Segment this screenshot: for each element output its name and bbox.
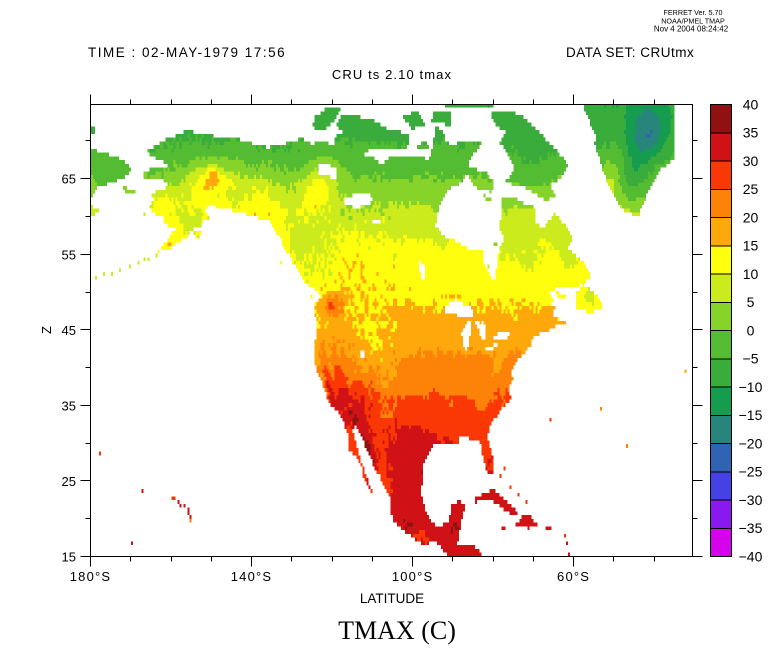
- svg-text:−40: −40: [739, 548, 763, 564]
- svg-text:20: 20: [743, 209, 759, 225]
- svg-text:40: 40: [743, 96, 759, 112]
- svg-text:140°S: 140°S: [231, 569, 273, 584]
- svg-text:FERRET Ver. 5.70: FERRET Ver. 5.70: [664, 8, 723, 17]
- svg-text:25: 25: [743, 181, 759, 197]
- svg-text:45: 45: [62, 323, 76, 338]
- svg-text:Nov 4 2004 08:24:42: Nov 4 2004 08:24:42: [654, 25, 729, 34]
- svg-text:−20: −20: [739, 435, 763, 451]
- svg-text:60°S: 60°S: [557, 569, 590, 584]
- svg-text:NOAA/PMEL TMAP: NOAA/PMEL TMAP: [661, 17, 725, 26]
- svg-text:30: 30: [743, 153, 759, 169]
- svg-text:−15: −15: [739, 407, 763, 423]
- svg-text:0: 0: [747, 322, 755, 338]
- svg-text:CRU ts 2.10 tmax: CRU ts 2.10 tmax: [332, 67, 452, 82]
- svg-text:−10: −10: [739, 379, 763, 395]
- svg-text:55: 55: [62, 247, 76, 262]
- svg-text:TIME : 02-MAY-1979 17:56: TIME : 02-MAY-1979 17:56: [88, 45, 286, 60]
- svg-text:15: 15: [743, 238, 759, 254]
- svg-text:−30: −30: [739, 492, 763, 508]
- svg-text:−25: −25: [739, 464, 763, 480]
- svg-text:−5: −5: [743, 351, 759, 367]
- svg-text:180°S: 180°S: [70, 569, 112, 584]
- svg-text:25: 25: [62, 474, 76, 489]
- svg-text:5: 5: [747, 294, 755, 310]
- svg-text:10: 10: [743, 266, 759, 282]
- svg-text:35: 35: [743, 125, 759, 141]
- svg-text:100°S: 100°S: [392, 569, 434, 584]
- svg-text:Z: Z: [39, 326, 54, 334]
- svg-text:35: 35: [62, 398, 76, 413]
- svg-text:65: 65: [62, 172, 76, 187]
- svg-text:−35: −35: [739, 520, 763, 536]
- svg-text:LATITUDE: LATITUDE: [360, 591, 424, 606]
- svg-text:15: 15: [62, 550, 76, 565]
- svg-text:TMAX (C): TMAX (C): [338, 616, 456, 645]
- svg-text:DATA SET: CRUtmx: DATA SET: CRUtmx: [566, 45, 694, 60]
